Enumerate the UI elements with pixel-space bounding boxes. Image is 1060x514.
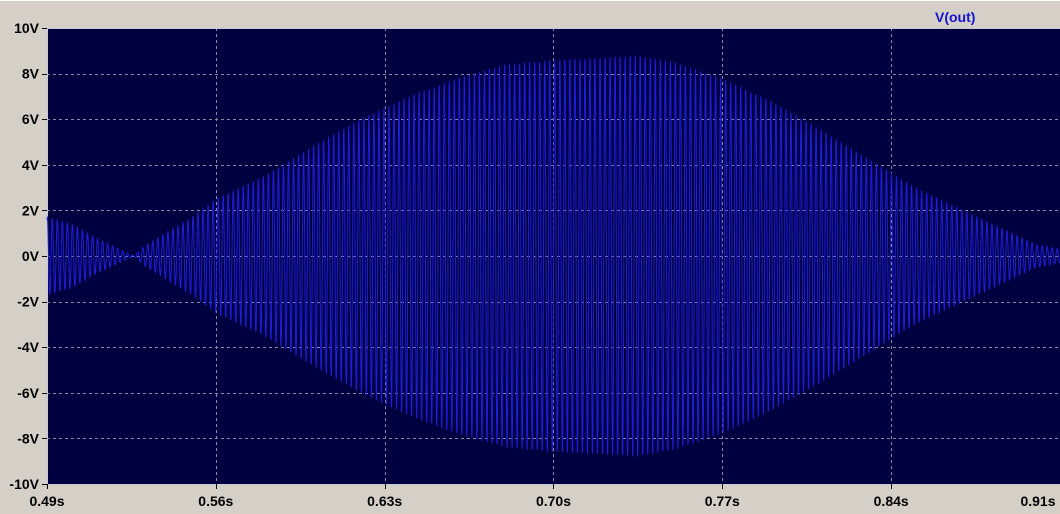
y-tick-label: 4V <box>22 157 40 173</box>
x-tick-label: 0.84s <box>874 493 909 509</box>
y-tick-label: -6V <box>17 385 39 401</box>
trace-v-out <box>46 55 1060 457</box>
y-tick-label: 6V <box>22 111 40 127</box>
y-tick-label: 8V <box>22 66 40 82</box>
x-axis-ticks: 0.49s 0.56s 0.63s 0.70s 0.77s 0.84s 0.91s <box>29 484 1056 509</box>
x-tick-label: 0.49s <box>29 493 64 509</box>
y-tick-label: 2V <box>22 202 40 218</box>
legend-v-out[interactable]: V(out) <box>935 9 975 25</box>
x-tick-label: 0.63s <box>367 493 402 509</box>
x-tick-label: 0.77s <box>705 493 740 509</box>
y-tick-label: 10V <box>14 20 40 36</box>
y-tick-label: -8V <box>17 430 39 446</box>
x-tick-label: 0.91s <box>1020 493 1055 509</box>
y-tick-label: -2V <box>17 294 39 310</box>
x-tick-label: 0.56s <box>198 493 233 509</box>
y-tick-label: -10V <box>9 476 39 492</box>
y-axis-ticks: 10V 8V 6V 4V 2V 0V -2V -4V -6V -8V -10V <box>9 20 47 492</box>
y-tick-label: 0V <box>22 248 40 264</box>
x-tick-label: 0.70s <box>536 493 571 509</box>
y-tick-label: -4V <box>17 339 39 355</box>
